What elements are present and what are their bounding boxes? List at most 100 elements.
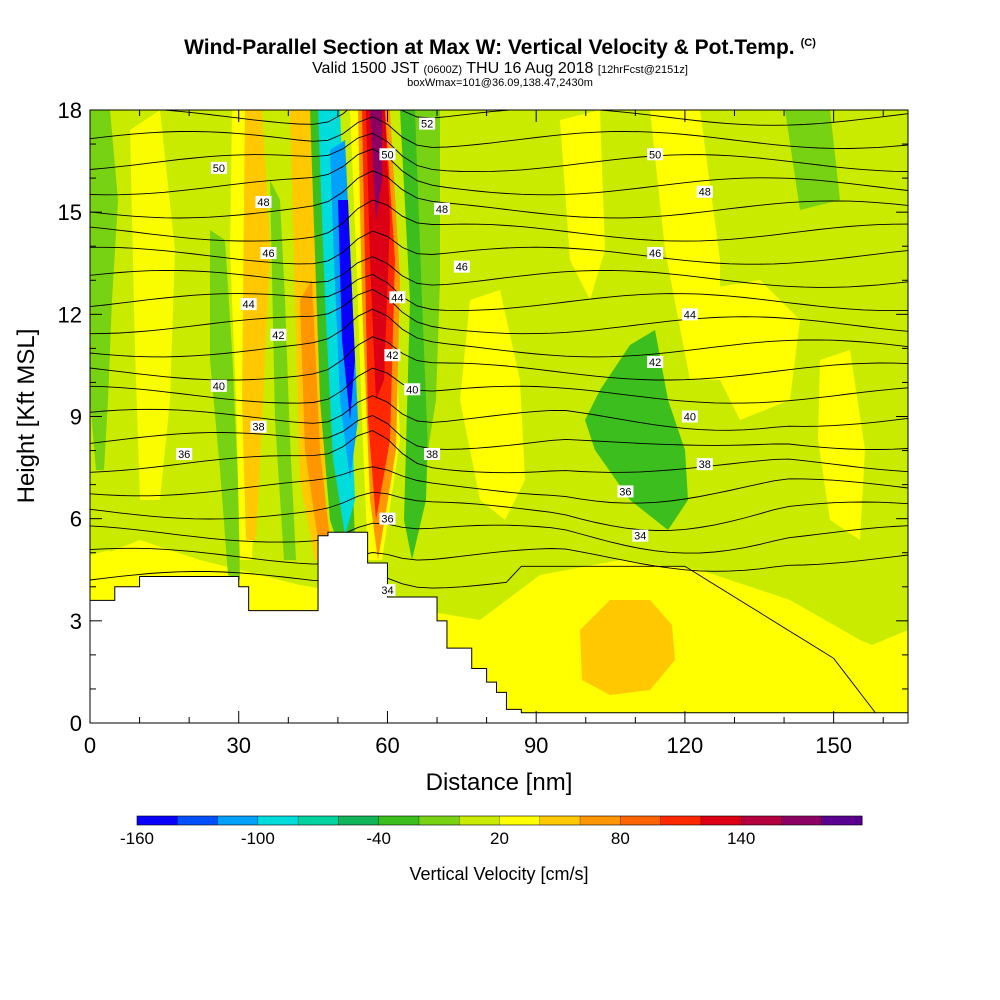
contour-label: 42	[386, 350, 398, 362]
pot-temp-contour-labels: 50 48 46 44 42 40 38 36 52 50 48 46 44 42 40 38 36 34 50 48…	[176, 117, 713, 597]
contour-label-box	[250, 420, 267, 433]
pot-temp-contour-line	[90, 308, 908, 358]
colorbar: -160 -100 -40 20 80 140	[120, 815, 863, 848]
contour-label: 34	[634, 531, 646, 543]
colorbar-swatch	[298, 816, 339, 825]
contour-label: 34	[381, 585, 393, 597]
contour-label: 42	[272, 330, 284, 342]
x-tick-label: 60	[375, 733, 399, 758]
contour-label: 46	[456, 262, 468, 274]
field-blob-orange	[580, 600, 675, 695]
x-axis-title: Distance [nm]	[426, 769, 573, 796]
contour-label-box	[424, 447, 441, 460]
contour-label-box	[647, 148, 664, 161]
contour-label: 38	[426, 449, 438, 461]
pot-temp-contour-line	[90, 395, 908, 431]
colorbar-swatch	[137, 816, 178, 825]
field-stripe-left-yellow	[130, 110, 175, 500]
contour-label-box	[384, 349, 401, 362]
contour-label-box	[696, 185, 713, 198]
pot-temp-contour-line	[90, 116, 908, 149]
pot-temp-contour-line	[90, 565, 884, 723]
contour-label: 46	[262, 248, 274, 260]
contour-label: 50	[649, 149, 661, 161]
contour-label: 44	[391, 292, 403, 304]
pot-temp-contour-line	[90, 547, 908, 572]
y-tick-label: 0	[70, 711, 82, 736]
colorbar-swatch	[499, 816, 541, 825]
colorbar-swatch	[660, 816, 702, 825]
contour-label-box	[681, 410, 698, 423]
pot-temp-contour-line	[90, 230, 908, 265]
pot-temp-contour-line	[90, 199, 908, 242]
y-tick-label: 9	[70, 405, 82, 430]
contour-label-box	[389, 291, 406, 304]
contour-label: 48	[699, 187, 711, 199]
colorbar-swatch	[378, 816, 420, 825]
x-tick-label: 90	[524, 733, 548, 758]
contour-label-box	[632, 529, 649, 542]
colorbar-swatch	[418, 816, 460, 825]
contour-label-box	[696, 458, 713, 471]
contour-label: 48	[257, 197, 269, 209]
chart-title: Wind-Parallel Section at Max W: Vertical…	[0, 36, 1000, 60]
contour-label: 46	[649, 248, 661, 260]
contour-label-box	[255, 195, 272, 208]
contour-label-box	[404, 383, 421, 396]
field-stripe-orange-2	[242, 110, 270, 540]
contour-label-box	[270, 328, 287, 341]
colorbar-swatch	[781, 816, 823, 825]
colorbar-swatch	[338, 816, 380, 825]
colorbar-swatch	[620, 816, 662, 825]
terrain-mask	[89, 531, 909, 724]
y-tick-label: 18	[58, 98, 82, 123]
field-patch-yellow-far	[818, 350, 865, 540]
field-stripe-green-3	[270, 180, 296, 560]
field-patch-yellow-right	[650, 110, 720, 380]
chart-title-text: Wind-Parallel Section at Max W: Vertical…	[184, 36, 795, 59]
contour-label: 36	[178, 449, 190, 461]
pot-temp-contours	[90, 110, 908, 723]
pot-temp-contour-line	[156, 110, 908, 126]
pot-temp-contour-line	[90, 466, 908, 504]
field-patch-yellow-lowleft	[90, 550, 115, 600]
contour-label-box	[379, 148, 396, 161]
y-tick-label: 15	[58, 200, 82, 225]
field-core-darkorange-left	[300, 280, 330, 540]
field-patch-yellow-upper	[560, 110, 605, 300]
pot-temp-contour-line	[90, 415, 908, 450]
contour-label: 38	[252, 422, 264, 434]
field-stripe-left-green	[90, 110, 118, 470]
pot-temp-contour-line	[90, 522, 908, 554]
contour-label-box	[647, 356, 664, 369]
colorbar-swatch	[257, 816, 299, 825]
contour-label-box	[260, 247, 277, 260]
colorbar-swatch	[177, 816, 219, 825]
field-core-darkred	[366, 110, 390, 400]
contour-label: 40	[213, 381, 225, 393]
contour-label-box	[617, 485, 634, 498]
field-stripe-green-2	[210, 230, 240, 580]
colorbar-swatch	[539, 816, 581, 825]
chart-subtitle: Valid 1500 JST (0600Z) THU 16 Aug 2018 […	[0, 60, 1000, 78]
field-patch-green-upper-right	[785, 110, 840, 210]
contour-label: 50	[213, 163, 225, 175]
contour-label: 36	[381, 514, 393, 526]
colorbar-swatch	[821, 816, 863, 825]
contour-label-box	[453, 260, 470, 273]
x-tick-label: 120	[667, 733, 704, 758]
colorbar-title: Vertical Velocity [cm/s]	[409, 864, 588, 884]
colorbar-swatch	[741, 816, 782, 825]
field-core-blue	[338, 200, 355, 420]
contour-label-box	[433, 202, 450, 215]
colorbar-tick-label: -160	[120, 829, 154, 848]
y-tick-label: 12	[58, 302, 82, 327]
pot-temp-contour-line	[90, 256, 908, 288]
valid-utc: (0600Z)	[423, 64, 463, 76]
colorbar-swatch	[700, 816, 742, 825]
contour-label: 48	[436, 204, 448, 216]
x-tick-label: 150	[815, 733, 852, 758]
field-patch-yellow-right2	[700, 280, 800, 420]
colorbar-swatch	[459, 816, 500, 825]
